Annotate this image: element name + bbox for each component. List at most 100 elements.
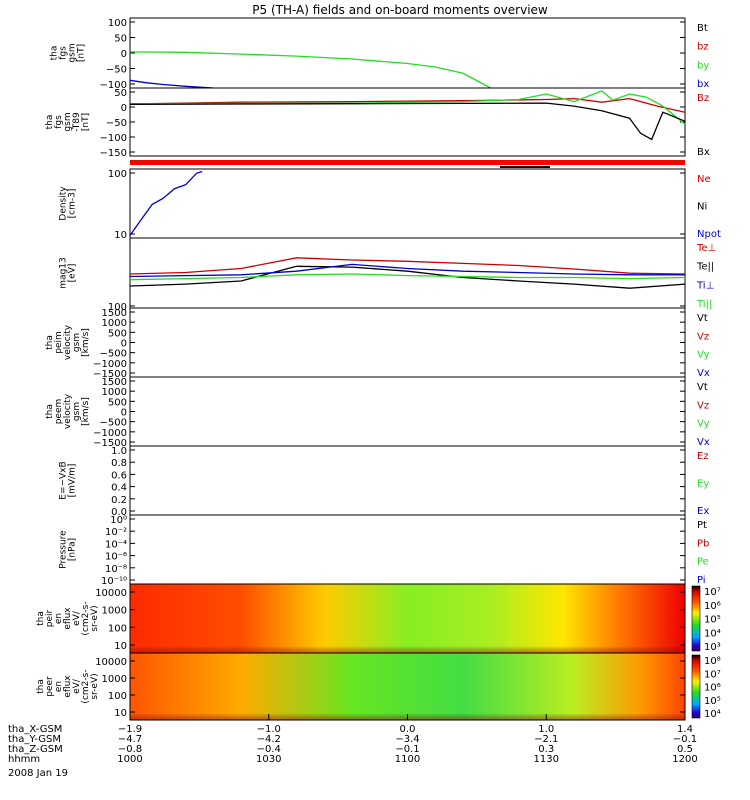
- y-axis-label-line: tha: [45, 115, 55, 130]
- y-tick-label: 500: [108, 328, 127, 339]
- colorbar-tick-label: 10⁷: [704, 587, 721, 598]
- y-axis-label-line: tha: [36, 679, 46, 694]
- series-line: [129, 265, 686, 289]
- y-tick-label: −1500: [93, 369, 127, 380]
- colorbar-tick-label: 10⁸: [704, 656, 721, 667]
- y-tick-label: −50: [106, 65, 127, 76]
- series-line: [129, 51, 492, 89]
- y-axis-label-line: [nT]: [77, 44, 87, 62]
- y-tick-label: 0: [121, 339, 127, 350]
- legend-entry: Te⊥: [696, 243, 716, 254]
- x-axis-value: 1030: [256, 754, 281, 765]
- y-axis-label-line: eflux: [63, 607, 73, 630]
- y-tick-label: 10000: [95, 657, 127, 668]
- y-axis-label: thapeerenefluxeV/(cm2-s-sr-eV): [36, 669, 100, 703]
- y-tick-label: 10⁻⁸: [105, 564, 127, 575]
- y-tick-label: −500: [100, 418, 127, 429]
- y-tick-label: −50: [106, 118, 127, 129]
- x-axis-value: 0.3: [538, 744, 554, 755]
- series-line: [129, 263, 685, 278]
- y-axis-label-line: [nT]: [81, 113, 91, 131]
- y-axis-label-line: gsm: [63, 112, 73, 131]
- y-axis-label-line: velocity: [63, 324, 73, 360]
- y-axis-label-line: E=−VxB: [59, 461, 69, 499]
- x-axis-value: −4.2: [257, 734, 281, 745]
- y-axis-label-line: Pressure: [59, 530, 69, 569]
- y-tick-label: −1000: [93, 359, 127, 370]
- panel-frame: [129, 87, 686, 157]
- x-axis-value: 1000: [117, 754, 142, 765]
- y-axis-label-line: sr-eV): [90, 605, 100, 631]
- y-axis-label-line: (cm2-s-: [81, 601, 91, 635]
- series-line: [129, 257, 686, 275]
- panel-9: 10⁷ 10⁶ 10⁵ 10⁴ 10³ 10000 1000 100 10 thapeirenef…: [36, 583, 721, 654]
- y-tick-label: 50: [114, 34, 127, 45]
- y-tick-label: 0: [121, 49, 127, 60]
- y-axis-label-line: sr-eV): [90, 673, 100, 699]
- panel-stack: 100500−50−100thafgsgsm[nT]Btbzbybx500−50…: [36, 17, 721, 721]
- y-tick-label: 100: [108, 691, 127, 702]
- series-line: [129, 170, 203, 236]
- x-axis-row-label: tha_Z-GSM: [8, 744, 63, 755]
- y-axis-label-line: -T89: [72, 112, 82, 132]
- x-axis-value: −0.1: [673, 734, 697, 745]
- figure-title: P5 (TH-A) fields and on-board moments ov…: [252, 3, 548, 17]
- colorbar-tick-label: 10⁶: [704, 683, 721, 694]
- panel-frame: [129, 376, 686, 447]
- y-axis-label: Pressure[nPa]: [59, 530, 78, 569]
- legend-entry: Npot: [697, 229, 721, 240]
- y-tick-label: 0.2: [111, 495, 127, 506]
- y-axis-label-line: peim: [54, 331, 64, 354]
- y-tick-label: 1000: [102, 674, 127, 685]
- y-axis-label-line: fgs: [54, 115, 64, 129]
- y-tick-label: −500: [100, 349, 127, 360]
- legend-entry: Bz: [697, 93, 709, 104]
- x-axis-value: 1130: [534, 754, 559, 765]
- y-axis-label-line: peer: [45, 676, 55, 697]
- y-tick-label: 10000: [95, 588, 127, 599]
- y-tick-label: 10: [114, 708, 127, 719]
- colorbar: [691, 654, 701, 719]
- x-axis-value: 1.4: [677, 724, 693, 735]
- y-axis-label: thapeimvelocitygsm[km/s]: [45, 324, 91, 360]
- x-axis-value: −2.1: [534, 734, 558, 745]
- panel-frame: [129, 307, 686, 378]
- legend-entry: bx: [697, 79, 709, 90]
- colorbar-tick-label: 10⁵: [704, 615, 721, 626]
- y-axis-label-line: velocity: [63, 393, 73, 429]
- spectrogram-shade: [130, 653, 685, 720]
- y-tick-label: 10⁰: [110, 515, 127, 526]
- x-axis-value: 0.0: [400, 724, 416, 735]
- y-axis-label-line: fgs: [59, 46, 69, 60]
- y-tick-label: 100: [108, 302, 127, 313]
- y-axis-label-line: [km/s]: [81, 328, 91, 357]
- y-tick-label: 100: [108, 169, 127, 180]
- y-axis-label-line: en: [54, 681, 64, 692]
- y-tick-label: 1500: [102, 308, 127, 319]
- y-tick-label: 10⁻²: [105, 527, 127, 538]
- colorbar-tick-label: 10⁴: [704, 628, 721, 639]
- panel-6: 150010005000−500−1000−1500thapeemvelocit…: [45, 376, 710, 449]
- x-axis-value: 0.5: [677, 744, 693, 755]
- y-axis-label-line: (cm2-s-: [81, 669, 91, 703]
- panel-1: 100 50 0 −50 −100 thafgsgsm[nT] Bt bz by bx: [50, 17, 709, 91]
- legend-entry: Vx: [697, 368, 710, 379]
- panel-2: 50 0 −50 −100 −150 thafgsgsm-T89[nT] Bz Bx: [45, 87, 710, 159]
- panel-5: 150010005000−500−1000−1500thapeimvelocit…: [45, 307, 710, 380]
- y-axis-label-line: peir: [45, 609, 55, 627]
- y-tick-label: −1500: [93, 438, 127, 449]
- colorbar-tick-label: 10⁴: [704, 709, 721, 720]
- panel-frame: [129, 445, 686, 516]
- y-tick-label: 0.8: [111, 458, 127, 469]
- y-axis-label-line: [cm-3]: [68, 189, 78, 219]
- x-axis-value: −0.4: [257, 744, 281, 755]
- y-axis-label: thapeemvelocitygsm[km/s]: [45, 393, 91, 429]
- y-tick-label: 1000: [102, 318, 127, 329]
- panel-4: 100 mag13[eV] Te⊥ Te|| Ti⊥ Ti||: [59, 237, 716, 313]
- y-tick-label: 50: [114, 88, 127, 99]
- legend-entry: Vz: [697, 331, 709, 342]
- y-axis-label-line: [km/s]: [81, 397, 91, 426]
- y-tick-label: 10⁻¹⁰: [101, 576, 127, 587]
- y-tick-label: −100: [100, 80, 127, 91]
